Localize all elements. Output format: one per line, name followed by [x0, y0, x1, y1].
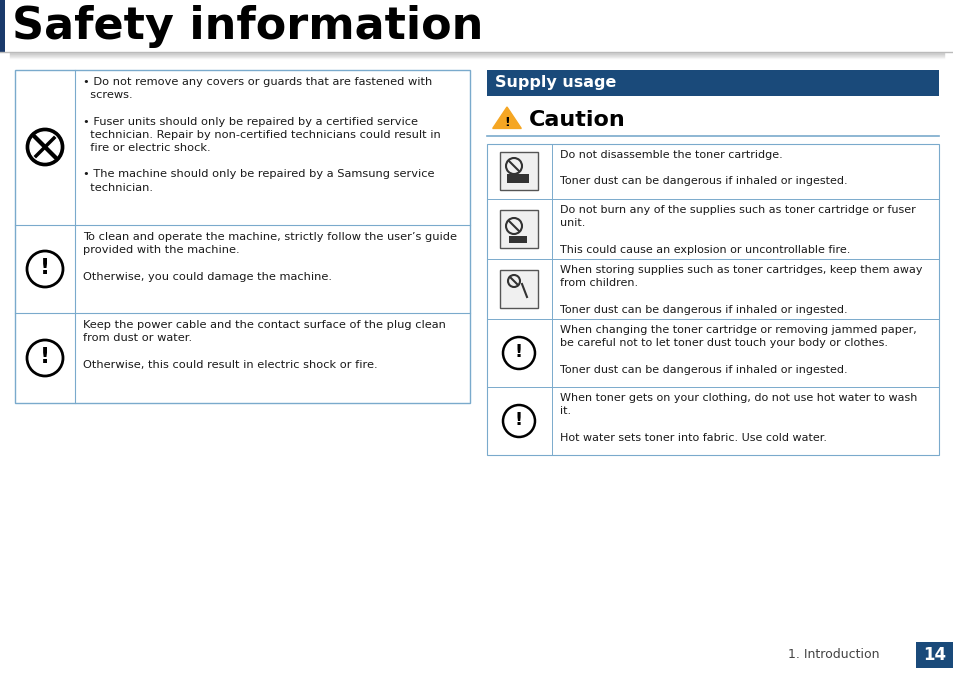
FancyBboxPatch shape	[499, 152, 537, 190]
Text: !: !	[515, 343, 522, 361]
Text: !: !	[40, 347, 50, 367]
Text: • Do not remove any covers or guards that are fastened with
  screws.

• Fuser u: • Do not remove any covers or guards tha…	[83, 77, 440, 192]
Text: !: !	[503, 115, 509, 128]
FancyBboxPatch shape	[486, 70, 938, 96]
Text: When storing supplies such as toner cartridges, keep them away
from children.

T: When storing supplies such as toner cart…	[559, 265, 922, 315]
Text: 14: 14	[923, 646, 945, 664]
Text: Safety information: Safety information	[12, 5, 483, 47]
FancyBboxPatch shape	[499, 210, 537, 248]
FancyBboxPatch shape	[506, 174, 529, 183]
Text: Do not burn any of the supplies such as toner cartridge or fuser
unit.

This cou: Do not burn any of the supplies such as …	[559, 205, 915, 254]
Text: To clean and operate the machine, strictly follow the user’s guide
provided with: To clean and operate the machine, strict…	[83, 232, 456, 281]
Text: Caution: Caution	[529, 110, 625, 130]
FancyBboxPatch shape	[509, 236, 526, 243]
Text: 1. Introduction: 1. Introduction	[788, 649, 879, 662]
Text: Keep the power cable and the contact surface of the plug clean
from dust or wate: Keep the power cable and the contact sur…	[83, 320, 445, 370]
Text: Do not disassemble the toner cartridge.

Toner dust can be dangerous if inhaled : Do not disassemble the toner cartridge. …	[559, 150, 846, 186]
Polygon shape	[492, 107, 520, 128]
FancyBboxPatch shape	[915, 642, 953, 668]
Text: !: !	[515, 411, 522, 429]
FancyBboxPatch shape	[0, 0, 5, 52]
Circle shape	[30, 132, 60, 162]
Text: Supply usage: Supply usage	[495, 76, 616, 90]
Text: When toner gets on your clothing, do not use hot water to wash
it.

Hot water se: When toner gets on your clothing, do not…	[559, 393, 917, 443]
Text: When changing the toner cartridge or removing jammed paper,
be careful not to le: When changing the toner cartridge or rem…	[559, 325, 916, 375]
Circle shape	[27, 129, 63, 165]
FancyBboxPatch shape	[0, 0, 953, 52]
FancyBboxPatch shape	[499, 270, 537, 308]
Text: !: !	[40, 258, 50, 278]
